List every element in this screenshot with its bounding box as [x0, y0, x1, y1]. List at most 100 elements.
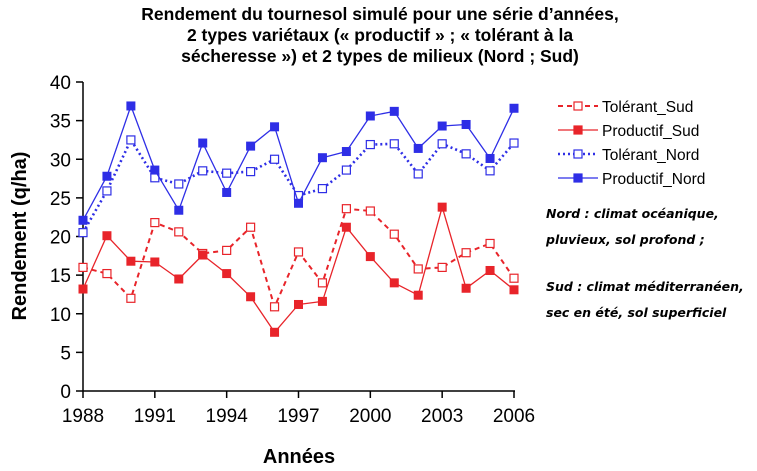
x-tick-label: 2000: [349, 406, 391, 427]
y-tick-label: 30: [50, 150, 71, 171]
data-point: [294, 299, 303, 309]
data-point: [413, 264, 423, 274]
x-axis-label: Années: [263, 446, 335, 468]
data-point: [222, 168, 232, 178]
data-point: [413, 143, 423, 153]
x-tick-label: 1994: [206, 406, 249, 427]
legend-item[interactable]: Tolérant_Sud: [558, 99, 693, 116]
y-tick-label: 25: [50, 189, 71, 210]
data-point: [78, 215, 88, 225]
data-point: [461, 149, 471, 159]
legend-marker: [573, 149, 583, 159]
legend[interactable]: Tolérant_Sud Productif_Sud Tolérant_Nord Pr…: [558, 99, 705, 188]
data-point: [126, 293, 136, 303]
legend-item[interactable]: Productif_Sud: [558, 123, 699, 140]
y-tick-label: 5: [60, 343, 71, 364]
y-axis-label: Rendement (q/ha): [9, 152, 31, 321]
y-tick-label: 0: [60, 382, 71, 403]
data-point: [126, 135, 136, 145]
legend-item[interactable]: Productif_Nord: [558, 171, 705, 188]
legend-label: Tolérant_Nord: [602, 147, 699, 164]
note-south-line-1: Sud : climat méditerranéen,: [546, 279, 744, 294]
series-line: [82, 206, 515, 333]
data-point: [365, 139, 375, 150]
data-point: [365, 252, 375, 262]
data-point: [294, 198, 303, 208]
legend-marker: [573, 125, 583, 135]
data-point: [78, 262, 88, 272]
note-north-line-1: Nord : climat océanique,: [546, 206, 719, 221]
data-point: [509, 285, 519, 295]
data-point: [269, 154, 280, 164]
legend-label: Productif_Sud: [602, 123, 699, 140]
data-point: [293, 247, 304, 257]
data-point: [485, 265, 495, 275]
data-point: [341, 147, 351, 157]
x-tick-label: 2006: [493, 406, 535, 427]
legend-label: Productif_Nord: [602, 171, 705, 188]
note-north-line-2: pluvieux, sol profond ;: [545, 232, 705, 247]
series-productif-sud: [78, 202, 519, 337]
data-point: [270, 327, 280, 337]
data-point: [341, 165, 351, 175]
climate-notes: Nord : climat océanique, pluvieux, sol p…: [545, 206, 744, 320]
legend-item[interactable]: Tolérant_Nord: [558, 147, 699, 164]
data-point: [198, 138, 208, 148]
data-point: [437, 262, 447, 272]
data-point: [437, 121, 447, 131]
y-tick-label: 40: [50, 73, 71, 94]
series-tolérant-sud: [78, 204, 519, 312]
series-productif-nord: [78, 101, 519, 225]
data-point: [102, 268, 112, 279]
y-tick-label: 10: [50, 305, 71, 326]
data-point: [389, 106, 399, 116]
chart-title: Rendement du tournesol simulé pour une s…: [141, 4, 618, 66]
legend-marker: [573, 101, 583, 111]
plot-area: [78, 101, 519, 337]
data-point: [509, 138, 519, 148]
x-tick-label: 2003: [421, 406, 463, 427]
data-point: [222, 187, 232, 197]
data-point: [174, 274, 184, 284]
data-point: [509, 273, 519, 283]
data-point: [270, 122, 280, 132]
legend-label: Tolérant_Sud: [602, 99, 693, 116]
data-point: [317, 296, 327, 306]
data-point: [461, 283, 471, 293]
data-point: [317, 184, 328, 194]
data-point: [389, 139, 399, 149]
data-point: [365, 111, 375, 121]
data-point: [126, 256, 136, 266]
data-point: [341, 222, 351, 232]
data-point: [126, 101, 136, 111]
data-point: [102, 171, 112, 181]
x-ticks: 1988 1991 1994 1997 2000 2003 2006: [62, 391, 535, 427]
data-point: [150, 217, 160, 228]
series-tolérant-nord: [78, 135, 519, 238]
data-point: [198, 166, 208, 176]
data-point: [389, 229, 399, 239]
data-point: [222, 269, 232, 279]
series-line: [82, 207, 515, 308]
data-point: [485, 238, 495, 249]
data-point: [246, 141, 256, 151]
data-point: [246, 222, 256, 232]
data-point: [150, 165, 160, 175]
y-ticks: 0 5 10 15 20 25 30 35 40: [50, 73, 83, 403]
data-point: [78, 284, 88, 294]
legend-marker: [573, 173, 583, 183]
data-point: [341, 204, 351, 214]
x-tick-label: 1997: [277, 406, 319, 427]
y-tick-label: 15: [50, 266, 71, 287]
data-point: [485, 153, 495, 163]
data-point: [437, 139, 447, 149]
x-tick-label: 1991: [134, 406, 176, 427]
note-south-line-2: sec en été, sol superficiel: [546, 305, 727, 320]
data-point: [102, 186, 112, 196]
data-point: [413, 169, 423, 179]
data-point: [222, 245, 232, 256]
data-point: [198, 250, 208, 260]
series-line: [81, 138, 515, 234]
data-point: [485, 166, 495, 176]
